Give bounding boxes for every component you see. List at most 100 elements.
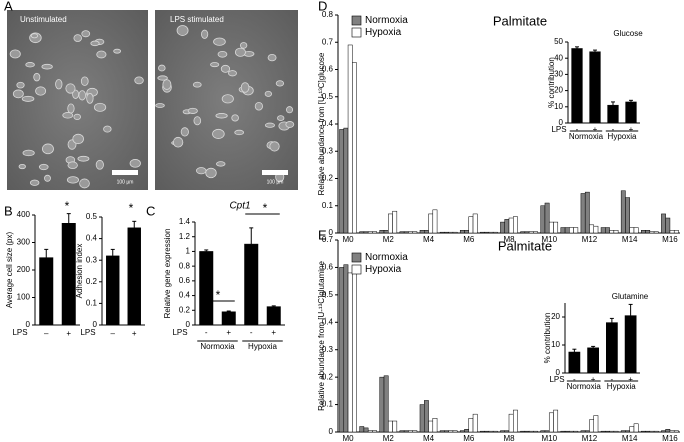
bar <box>673 430 679 433</box>
bar <box>199 251 214 326</box>
cell <box>22 149 35 157</box>
bar <box>359 426 365 433</box>
group-label: Normoxia <box>567 382 602 391</box>
cell <box>155 103 165 108</box>
bar <box>669 430 675 433</box>
bar <box>665 429 671 433</box>
bar <box>448 231 454 234</box>
cell <box>212 128 225 139</box>
cell <box>55 79 63 90</box>
y-tick-label: 20 <box>554 86 563 95</box>
bar <box>492 231 498 234</box>
cell <box>21 95 35 102</box>
scale-bar <box>262 170 288 175</box>
x-tick-label: M0 <box>342 434 354 442</box>
bar <box>448 430 454 433</box>
micrograph-label: LPS stimulated <box>170 15 224 24</box>
bar <box>584 191 590 234</box>
bar <box>629 426 635 433</box>
bar <box>383 230 389 234</box>
cell <box>93 102 107 112</box>
bar <box>641 430 646 433</box>
bar <box>620 190 626 234</box>
cell <box>41 143 54 155</box>
cell <box>240 82 250 93</box>
x-axis-label: LPS <box>549 375 564 384</box>
chart-title: Palmitate <box>498 238 552 253</box>
bar <box>244 243 259 326</box>
cell <box>25 62 35 68</box>
x-tick-label: M2 <box>383 235 395 244</box>
y-tick-label: 0.3 <box>322 146 334 155</box>
bar <box>613 230 619 234</box>
cell <box>201 29 209 39</box>
x-tick-label: M16 <box>662 434 678 442</box>
bar <box>61 223 76 326</box>
cell <box>41 63 53 70</box>
bar <box>669 230 675 234</box>
chart-title: Glutamine <box>612 292 649 301</box>
y-tick-label: 0 <box>559 118 564 127</box>
bar <box>573 430 579 433</box>
x-tick-label: - <box>205 328 208 337</box>
x-tick-label: M2 <box>383 434 395 442</box>
bar <box>459 430 465 433</box>
y-tick-label: 1 <box>186 247 191 256</box>
bar <box>564 227 570 234</box>
cell <box>234 129 245 136</box>
y-axis-label: Relative abundance from [U-¹³C]glutamine <box>317 261 326 411</box>
x-tick-label: – <box>44 329 49 338</box>
bar <box>649 430 655 433</box>
cell <box>66 176 80 184</box>
y-tick-label: 0 <box>93 320 98 329</box>
x-tick-label: M14 <box>622 235 638 244</box>
cell <box>220 64 231 73</box>
bar <box>641 230 646 234</box>
annotation: * <box>65 199 70 213</box>
bar <box>605 227 610 234</box>
bar <box>620 430 626 433</box>
bar <box>589 419 594 433</box>
y-tick-label: 0.1 <box>322 400 334 409</box>
bar <box>403 430 409 433</box>
bar <box>569 227 574 234</box>
group-label: Normoxia <box>200 342 235 351</box>
cell <box>18 163 26 170</box>
x-tick-label: M4 <box>423 235 435 244</box>
x-tick-label: + <box>226 328 231 337</box>
bar <box>609 230 615 234</box>
x-tick-label: - <box>573 375 576 384</box>
y-tick-label: 0 <box>26 320 31 329</box>
bar <box>419 230 425 234</box>
bar <box>564 430 570 433</box>
chart-title: Palmitate <box>493 13 547 28</box>
cell <box>176 25 189 36</box>
y-tick-label: 400 <box>17 210 31 219</box>
bar <box>540 205 546 234</box>
bar <box>339 267 345 433</box>
bar <box>452 430 458 433</box>
bar <box>524 231 530 234</box>
panel-letter: E <box>318 227 327 242</box>
cell <box>90 40 100 47</box>
cell <box>9 49 21 59</box>
cell <box>162 79 172 90</box>
bar <box>468 418 474 433</box>
bar <box>553 221 559 234</box>
cell <box>30 33 39 39</box>
cell <box>67 161 78 170</box>
x-tick-label: M16 <box>662 235 678 244</box>
bar <box>584 430 590 433</box>
cell <box>73 113 81 121</box>
bar <box>571 48 583 124</box>
bar <box>408 430 413 433</box>
bar <box>428 420 434 433</box>
cell <box>213 37 226 46</box>
y-tick-label: 0.5 <box>322 92 334 101</box>
bar <box>392 210 398 234</box>
x-tick-label: - <box>612 125 615 134</box>
bar <box>444 430 449 433</box>
bar <box>548 412 554 433</box>
x-tick-label: M10 <box>541 434 557 442</box>
bar <box>480 231 485 234</box>
